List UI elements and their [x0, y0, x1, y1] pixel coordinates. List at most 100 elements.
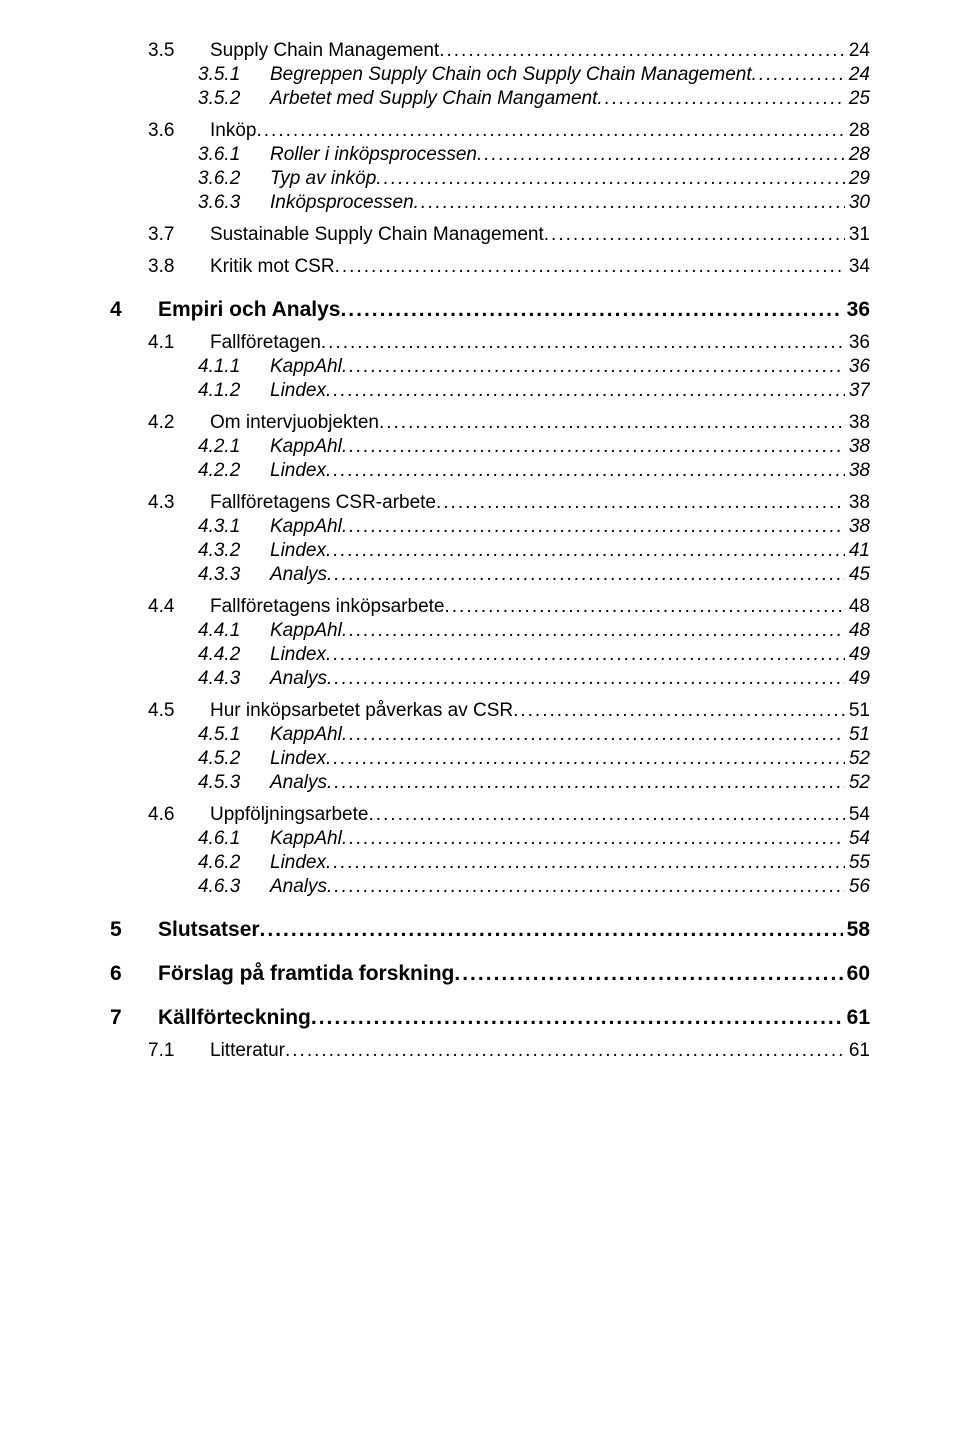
- toc-entry-page: 36: [845, 332, 870, 354]
- toc-entry-label: Empiri och Analys: [158, 298, 340, 322]
- toc-entry-page: 58: [843, 918, 870, 942]
- toc-leader-dots: ........................................…: [342, 356, 845, 378]
- toc-entry-page: 60: [843, 962, 870, 986]
- toc-entry-label: Källförteckning: [158, 1006, 311, 1030]
- toc-entry-label: Om intervjuobjekten: [210, 412, 379, 434]
- toc-entry-number: 3.6.1: [198, 144, 262, 166]
- toc-entry: 4.1Fallföretagen .......................…: [148, 332, 870, 354]
- toc-entry-number: 4.5: [148, 700, 198, 722]
- toc-entry: 4.2.2Lindex ............................…: [198, 460, 870, 482]
- toc-leader-dots: ........................................…: [444, 596, 844, 618]
- toc-entry-number: 4.3.3: [198, 564, 262, 586]
- toc-entry-page: 25: [845, 88, 870, 110]
- toc-entry-label: Roller i inköpsprocessen: [270, 144, 477, 166]
- toc-entry-label: Uppföljningsarbete: [210, 804, 368, 826]
- toc-entry-label: Lindex: [270, 644, 326, 666]
- toc-entry: 4.5.3Analys ............................…: [198, 772, 870, 794]
- toc-entry-label: Slutsatser: [158, 918, 260, 942]
- toc-entry: 4.1.2Lindex ............................…: [198, 380, 870, 402]
- toc-entry-number: 7.1: [148, 1040, 198, 1062]
- toc-entry-label: Lindex: [270, 852, 326, 874]
- toc-entry-page: 52: [845, 748, 870, 770]
- toc-entry: 4.6.1 KappAhl ...........................…: [198, 828, 870, 850]
- table-of-contents: 3.5Supply Chain Management .............…: [110, 40, 870, 1062]
- toc-entry-page: 48: [845, 596, 870, 618]
- toc-leader-dots: ........................................…: [342, 828, 845, 850]
- toc-entry: 3.8 Kritik mot CSR ......................…: [148, 256, 870, 278]
- toc-entry: 3.6.3Inköpsprocessen ...................…: [198, 192, 870, 214]
- toc-entry-number: 4.2.1: [198, 436, 262, 458]
- toc-leader-dots: ........................................…: [477, 144, 845, 166]
- toc-entry-label: Litteratur: [210, 1040, 285, 1062]
- toc-entry-page: 49: [845, 644, 870, 666]
- toc-entry-label: Lindex: [270, 380, 326, 402]
- toc-entry: 4.3.2Lindex ............................…: [198, 540, 870, 562]
- toc-entry-number: 4.3: [148, 492, 198, 514]
- toc-entry: 4.6Uppföljningsarbete ..................…: [148, 804, 870, 826]
- toc-entry-page: 31: [845, 224, 870, 246]
- toc-entry: 3.5.1Begreppen Supply Chain och Supply C…: [198, 64, 870, 86]
- toc-entry-number: 4.1: [148, 332, 198, 354]
- toc-entry-number: 3.6: [148, 120, 198, 142]
- toc-entry-label: KappAhl: [270, 436, 342, 458]
- toc-leader-dots: ........................................…: [327, 564, 845, 586]
- toc-entry-label: Fallföretagens CSR-arbete: [210, 492, 436, 514]
- toc-entry-page: 38: [845, 516, 870, 538]
- toc-entry-label: Supply Chain Management: [210, 40, 439, 62]
- toc-leader-dots: ........................................…: [335, 256, 845, 278]
- toc-leader-dots: ........................................…: [454, 962, 842, 986]
- toc-entry-number: 4.2.2: [198, 460, 262, 482]
- toc-entry-page: 38: [845, 412, 870, 434]
- toc-entry: 7.1Litteratur ..........................…: [148, 1040, 870, 1062]
- toc-entry-label: Kritik mot CSR: [210, 256, 335, 278]
- toc-entry-number: 4.3.1: [198, 516, 262, 538]
- toc-entry-page: 61: [845, 1040, 870, 1062]
- toc-entry-label: Typ av inköp: [270, 168, 376, 190]
- toc-entry-label: Inköpsprocessen: [270, 192, 414, 214]
- toc-entry-number: 4.5.2: [198, 748, 262, 770]
- toc-entry-label: Fallföretagens inköpsarbete: [210, 596, 444, 618]
- toc-entry-page: 29: [845, 168, 870, 190]
- toc-entry-page: 36: [845, 356, 870, 378]
- toc-entry-page: 28: [845, 120, 870, 142]
- toc-entry-page: 54: [845, 804, 870, 826]
- toc-entry-number: 4.6: [148, 804, 198, 826]
- toc-entry-number: 3.6.3: [198, 192, 262, 214]
- toc-entry: 3.6.2Typ av inköp ......................…: [198, 168, 870, 190]
- toc-entry-label: Sustainable Supply Chain Management: [210, 224, 544, 246]
- toc-entry-number: 4.6.3: [198, 876, 262, 898]
- toc-entry-number: 3.5.2: [198, 88, 262, 110]
- toc-entry-number: 4.6.1: [198, 828, 262, 850]
- toc-entry-label: Arbetet med Supply Chain Mangament: [270, 88, 597, 110]
- toc-entry: 4.5.2Lindex ............................…: [198, 748, 870, 770]
- toc-entry: 4.4 Fallföretagens inköpsarbete .........…: [148, 596, 870, 618]
- toc-leader-dots: ........................................…: [326, 852, 845, 874]
- toc-entry-page: 55: [845, 852, 870, 874]
- toc-entry-label: KappAhl: [270, 828, 342, 850]
- toc-entry: 4.6.2Lindex ............................…: [198, 852, 870, 874]
- toc-entry-page: 38: [845, 436, 870, 458]
- toc-entry-number: 4.4: [148, 596, 198, 618]
- toc-entry-page: 37: [845, 380, 870, 402]
- toc-entry-number: 4.4.1: [198, 620, 262, 642]
- toc-entry-page: 48: [845, 620, 870, 642]
- toc-leader-dots: ........................................…: [439, 40, 845, 62]
- toc-entry-page: 36: [843, 298, 870, 322]
- toc-leader-dots: ........................................…: [311, 1006, 843, 1030]
- toc-leader-dots: ........................................…: [326, 748, 845, 770]
- toc-entry-number: 4.4.2: [198, 644, 262, 666]
- toc-entry-number: 3.8: [148, 256, 198, 278]
- toc-entry-label: Hur inköpsarbetet påverkas av CSR: [210, 700, 513, 722]
- toc-entry-number: 6: [110, 962, 148, 986]
- toc-leader-dots: ........................................…: [342, 724, 845, 746]
- toc-entry-label: KappAhl: [270, 516, 342, 538]
- toc-entry-label: Analys: [270, 564, 327, 586]
- toc-entry-label: Analys: [270, 876, 327, 898]
- toc-entry-page: 24: [845, 40, 870, 62]
- toc-entry-page: 51: [845, 700, 870, 722]
- toc-entry-label: Fallföretagen: [210, 332, 321, 354]
- toc-entry-label: Analys: [270, 668, 327, 690]
- toc-leader-dots: ........................................…: [436, 492, 845, 514]
- toc-leader-dots: ........................................…: [326, 460, 845, 482]
- toc-entry-number: 4.4.3: [198, 668, 262, 690]
